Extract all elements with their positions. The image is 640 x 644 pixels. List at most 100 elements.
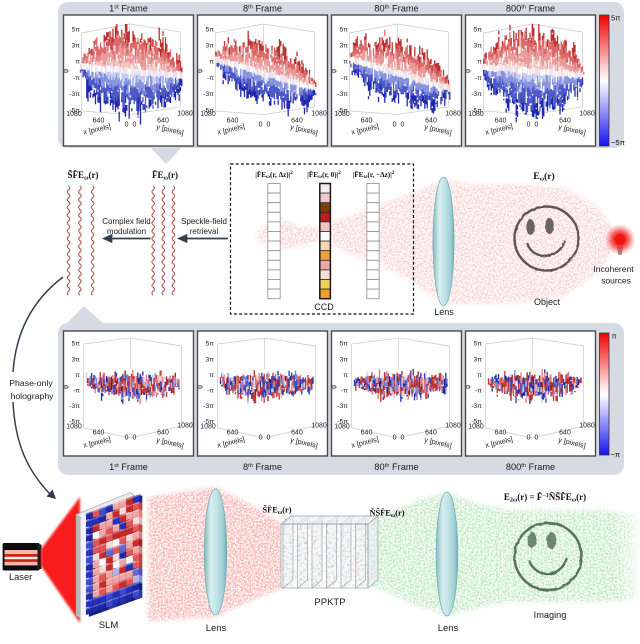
svg-text:-5π: -5π [69, 107, 80, 114]
svg-text:Object: Object [534, 297, 561, 307]
svg-text:CCD: CCD [314, 302, 334, 312]
svg-text:5π: 5π [474, 340, 483, 347]
svg-text:-3π: -3π [471, 91, 482, 98]
svg-text:-3π: -3π [69, 403, 80, 410]
svg-text:π: π [343, 372, 348, 379]
svg-text:1080: 1080 [468, 424, 484, 431]
svg-text:5π: 5π [72, 340, 81, 347]
svg-text:640: 640 [425, 430, 437, 437]
svg-text:640: 640 [361, 430, 373, 437]
svg-text:0 0: 0 0 [125, 122, 137, 129]
svg-text:640: 640 [361, 118, 373, 125]
svg-text:1080: 1080 [445, 423, 461, 430]
svg-text:π: π [343, 59, 348, 66]
svg-text:-π: -π [341, 75, 348, 82]
svg-text:π: π [209, 372, 214, 379]
svg-text:1080: 1080 [445, 110, 461, 117]
svg-text:|F̂Eω(r, 0)|2: |F̂Eω(r, 0)|2 [307, 169, 341, 180]
svg-text:-5π: -5π [337, 418, 348, 425]
svg-text:0 0: 0 0 [259, 435, 271, 442]
svg-text:π: π [209, 59, 214, 66]
svg-text:5π: 5π [72, 26, 81, 33]
svg-text:1080: 1080 [468, 111, 484, 118]
svg-text:Speckle-field: Speckle-field [181, 217, 227, 226]
svg-text:Complex field: Complex field [102, 217, 150, 226]
svg-text:8th Frame: 8th Frame [243, 462, 282, 472]
svg-text:640: 640 [93, 118, 105, 125]
svg-text:640: 640 [227, 430, 239, 437]
svg-text:0 0: 0 0 [393, 435, 405, 442]
svg-text:-3π: -3π [69, 91, 80, 98]
svg-text:Laser: Laser [9, 572, 32, 582]
svg-text:0 0: 0 0 [125, 435, 137, 442]
svg-text:-5π: -5π [69, 418, 80, 425]
svg-text:−π: −π [611, 450, 621, 459]
svg-text:3π: 3π [474, 356, 483, 363]
svg-text:3π: 3π [340, 43, 349, 50]
svg-text:π: π [612, 332, 617, 341]
svg-text:80th Frame: 80th Frame [374, 4, 418, 14]
svg-text:φ: φ [63, 384, 70, 389]
svg-text:-3π: -3π [203, 91, 214, 98]
svg-text:retrieval: retrieval [190, 227, 219, 236]
svg-text:|F̂Eω(r, Δz)|2: |F̂Eω(r, Δz)|2 [255, 169, 293, 180]
svg-text:S̃F̂Eω(r): S̃F̂Eω(r) [262, 504, 291, 516]
svg-text:1080: 1080 [579, 423, 595, 430]
svg-text:1080: 1080 [200, 424, 216, 431]
svg-text:1080: 1080 [66, 424, 82, 431]
svg-text:1080: 1080 [311, 423, 327, 430]
svg-text:F̂Eω(r): F̂Eω(r) [152, 170, 178, 182]
svg-text:640: 640 [157, 118, 169, 125]
svg-text:3π: 3π [72, 43, 81, 50]
svg-text:Phase-only: Phase-only [9, 378, 53, 388]
svg-text:5π: 5π [206, 26, 215, 33]
svg-text:ÑS̃F̂Eω(r): ÑS̃F̂Eω(r) [369, 507, 404, 519]
svg-text:-3π: -3π [337, 91, 348, 98]
svg-text:Lens: Lens [434, 307, 454, 317]
svg-text:640: 640 [227, 118, 239, 125]
svg-text:-3π: -3π [337, 403, 348, 410]
svg-text:Imaging: Imaging [534, 610, 567, 620]
svg-text:5π: 5π [611, 14, 620, 23]
svg-text:3π: 3π [474, 43, 483, 50]
svg-text:3π: 3π [206, 356, 215, 363]
svg-text:π: π [477, 59, 482, 66]
svg-text:|F̂Eω(r, −Δz)|2: |F̂Eω(r, −Δz)|2 [353, 169, 395, 180]
svg-text:φ: φ [197, 68, 204, 73]
svg-text:5π: 5π [474, 26, 483, 33]
svg-text:0 0: 0 0 [259, 122, 271, 129]
svg-text:5π: 5π [340, 340, 349, 347]
svg-text:-π: -π [207, 75, 214, 82]
svg-text:π: π [75, 59, 80, 66]
svg-text:-π: -π [73, 387, 80, 394]
svg-text:holography: holography [11, 391, 55, 401]
svg-text:Lens: Lens [438, 623, 459, 634]
svg-text:0 0: 0 0 [527, 435, 539, 442]
svg-text:-5π: -5π [203, 418, 214, 425]
svg-text:640: 640 [157, 430, 169, 437]
svg-text:800th Frame: 800th Frame [506, 462, 555, 472]
svg-text:-π: -π [207, 387, 214, 394]
svg-text:φ: φ [465, 68, 472, 73]
svg-text:−5π: −5π [611, 138, 625, 147]
svg-text:3π: 3π [340, 356, 349, 363]
svg-text:0 0: 0 0 [527, 122, 539, 129]
svg-text:-3π: -3π [471, 403, 482, 410]
svg-text:1080: 1080 [66, 111, 82, 118]
svg-text:640: 640 [93, 430, 105, 437]
svg-text:3π: 3π [72, 356, 81, 363]
svg-text:E2ω(r) = F̂−1ÑS̃F̂Eω(r): E2ω(r) = F̂−1ÑS̃F̂Eω(r) [504, 492, 586, 504]
svg-text:φ: φ [331, 384, 338, 389]
svg-text:0 0: 0 0 [393, 122, 405, 129]
svg-text:φ: φ [63, 68, 70, 73]
svg-text:80th Frame: 80th Frame [374, 462, 418, 472]
svg-text:SLM: SLM [99, 620, 119, 631]
svg-text:S̃F̂Eω(r): S̃F̂Eω(r) [68, 170, 99, 182]
svg-text:800th Frame: 800th Frame [506, 4, 555, 14]
svg-text:modulation: modulation [107, 227, 146, 236]
svg-text:1080: 1080 [334, 111, 350, 118]
svg-text:-π: -π [475, 387, 482, 394]
svg-text:Eω(r): Eω(r) [533, 171, 554, 183]
svg-text:640: 640 [425, 118, 437, 125]
svg-text:640: 640 [495, 430, 507, 437]
